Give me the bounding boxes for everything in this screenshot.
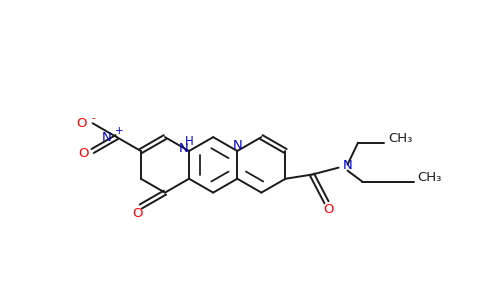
Text: -: - [91, 113, 95, 123]
Text: O: O [76, 117, 87, 130]
Text: O: O [323, 203, 334, 216]
Text: O: O [133, 207, 143, 220]
Text: +: + [115, 126, 123, 136]
Text: N: N [232, 139, 242, 152]
Text: N: N [178, 142, 188, 154]
Text: CH₃: CH₃ [417, 171, 442, 184]
Text: O: O [78, 148, 89, 160]
Text: N: N [102, 130, 112, 144]
Text: H: H [185, 135, 194, 148]
Text: N: N [343, 159, 352, 172]
Text: CH₃: CH₃ [388, 132, 412, 145]
